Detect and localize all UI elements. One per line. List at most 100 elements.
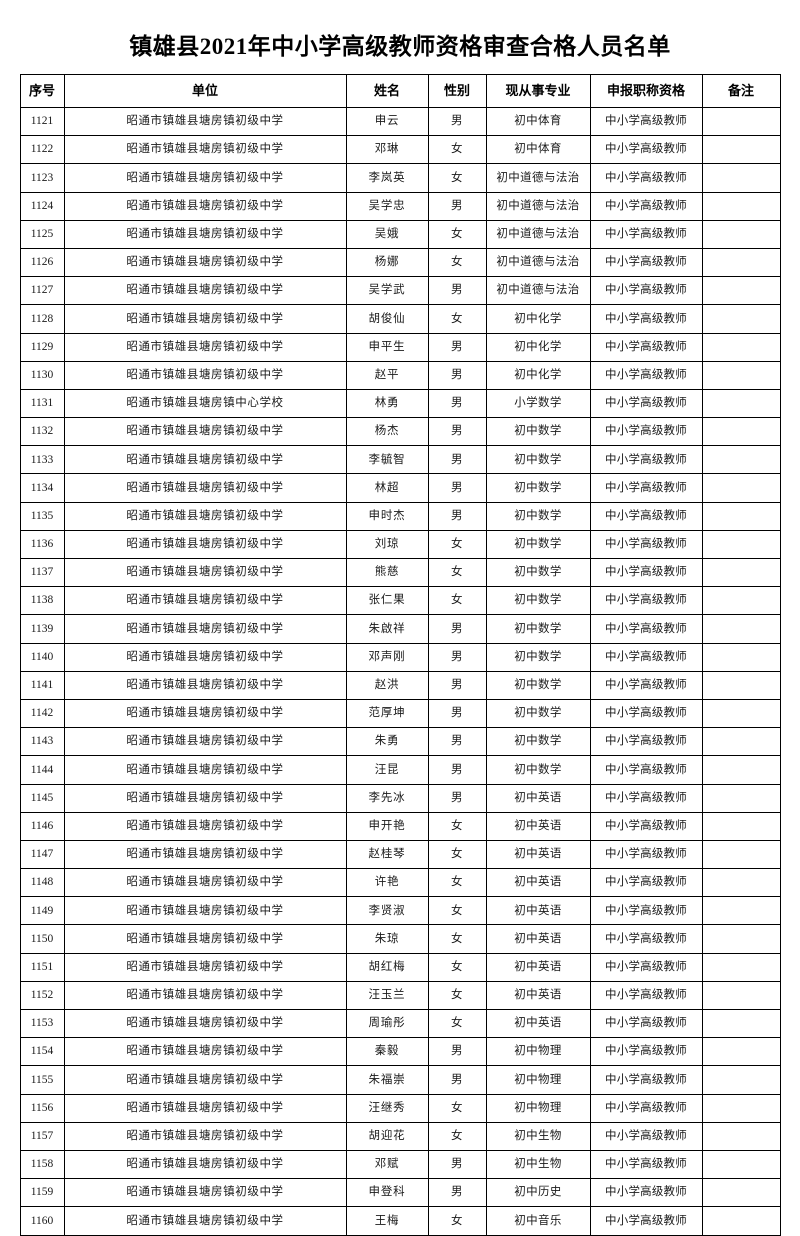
- cell-major: 初中道德与法治: [485, 163, 591, 193]
- cell-seq: 1145: [19, 783, 65, 813]
- table-row: 1147 昭通市镇雄县塘房镇初级中学 赵桂琴女初中英语 中小学高级教师: [19, 839, 781, 870]
- cell-gender: 女: [427, 839, 487, 870]
- cell-major: 初中体育: [485, 135, 591, 165]
- cell-note: [701, 783, 781, 813]
- cell-major: 初中道德与法治: [485, 247, 591, 278]
- cell-note: [701, 952, 781, 982]
- cell-unit: 昭通市镇雄县塘房镇初级中学: [63, 445, 347, 475]
- cell-note: [701, 191, 781, 221]
- cell-seq: 1134: [19, 473, 65, 503]
- cell-seq: 1158: [19, 1149, 65, 1180]
- cell-note: [701, 811, 781, 841]
- cell-title: 中小学高级教师: [589, 614, 703, 644]
- table-row: 1149 昭通市镇雄县塘房镇初级中学 李贤淑女初中英语 中小学高级教师: [19, 896, 781, 926]
- cell-note: [701, 529, 781, 560]
- cell-unit: 昭通市镇雄县塘房镇初级中学: [63, 755, 347, 785]
- cell-seq: 1138: [19, 586, 65, 616]
- cell-unit: 昭通市镇雄县塘房镇初级中学: [63, 135, 347, 165]
- cell-seq: 1160: [19, 1206, 65, 1236]
- cell-note: [701, 727, 781, 757]
- cell-major: 初中数学: [485, 501, 591, 531]
- cell-gender: 男: [427, 360, 487, 390]
- cell-gender: 男: [427, 191, 487, 221]
- cell-name: 赵平: [345, 360, 429, 390]
- cell-unit: 昭通市镇雄县塘房镇初级中学: [63, 473, 347, 503]
- cell-unit: 昭通市镇雄县塘房镇初级中学: [63, 1008, 347, 1039]
- cell-major: 初中英语: [485, 980, 591, 1011]
- cell-note: [701, 614, 781, 644]
- cell-title: 中小学高级教师: [589, 191, 703, 221]
- cell-note: [701, 417, 781, 447]
- cell-major: 初中数学: [485, 614, 591, 644]
- table-row: 1141 昭通市镇雄县塘房镇初级中学 赵洪男初中数学 中小学高级教师: [19, 670, 781, 700]
- cell-name: 邓赋: [345, 1149, 429, 1180]
- cell-unit: 昭通市镇雄县塘房镇初级中学: [63, 868, 347, 898]
- cell-title: 中小学高级教师: [589, 727, 703, 757]
- cell-name: 林勇: [345, 388, 429, 419]
- column-header-note: 备注: [701, 74, 781, 108]
- cell-unit: 昭通市镇雄县塘房镇初级中学: [63, 247, 347, 278]
- cell-title: 中小学高级教师: [589, 896, 703, 926]
- table-row: 1160 昭通市镇雄县塘房镇初级中学 王梅女初中音乐 中小学高级教师: [19, 1206, 781, 1236]
- cell-name: 汪昆: [345, 755, 429, 785]
- cell-unit: 昭通市镇雄县塘房镇初级中学: [63, 727, 347, 757]
- cell-gender: 男: [427, 727, 487, 757]
- cell-gender: 男: [427, 642, 487, 672]
- cell-gender: 男: [427, 276, 487, 306]
- table-row: 1155 昭通市镇雄县塘房镇初级中学 朱福崇男初中物理 中小学高级教师: [19, 1065, 781, 1095]
- cell-title: 中小学高级教师: [589, 219, 703, 249]
- cell-seq: 1142: [19, 698, 65, 729]
- cell-major: 初中生物: [485, 1149, 591, 1180]
- cell-gender: 女: [427, 1121, 487, 1151]
- cell-note: [701, 163, 781, 193]
- cell-major: 初中英语: [485, 868, 591, 898]
- cell-note: [701, 1037, 781, 1067]
- cell-name: 吴学武: [345, 276, 429, 306]
- cell-gender: 男: [427, 1178, 487, 1208]
- cell-title: 中小学高级教师: [589, 135, 703, 165]
- cell-unit: 昭通市镇雄县塘房镇初级中学: [63, 191, 347, 221]
- table-row: 1146 昭通市镇雄县塘房镇初级中学 申开艳女初中英语 中小学高级教师: [19, 811, 781, 841]
- table-row: 1130 昭通市镇雄县塘房镇初级中学 赵平男初中化学 中小学高级教师: [19, 360, 781, 390]
- cell-gender: 男: [427, 417, 487, 447]
- cell-name: 许艳: [345, 868, 429, 898]
- cell-title: 中小学高级教师: [589, 698, 703, 729]
- cell-seq: 1128: [19, 304, 65, 334]
- cell-seq: 1139: [19, 614, 65, 644]
- cell-title: 中小学高级教师: [589, 1008, 703, 1039]
- cell-title: 中小学高级教师: [589, 501, 703, 531]
- cell-major: 初中数学: [485, 727, 591, 757]
- cell-name: 赵桂琴: [345, 839, 429, 870]
- cell-unit: 昭通市镇雄县塘房镇初级中学: [63, 360, 347, 390]
- cell-title: 中小学高级教师: [589, 1206, 703, 1236]
- cell-note: [701, 557, 781, 588]
- cell-name: 申云: [345, 106, 429, 137]
- cell-name: 秦毅: [345, 1037, 429, 1067]
- cell-gender: 男: [427, 106, 487, 137]
- cell-seq: 1155: [19, 1065, 65, 1095]
- table-row: 1133 昭通市镇雄县塘房镇初级中学 李毓智男初中数学 中小学高级教师: [19, 445, 781, 475]
- cell-title: 中小学高级教师: [589, 445, 703, 475]
- cell-major: 初中体育: [485, 106, 591, 137]
- cell-unit: 昭通市镇雄县塘房镇初级中学: [63, 417, 347, 447]
- cell-major: 初中音乐: [485, 1206, 591, 1236]
- table-row: 1151 昭通市镇雄县塘房镇初级中学 胡红梅女初中英语 中小学高级教师: [19, 952, 781, 982]
- cell-gender: 女: [427, 247, 487, 278]
- cell-title: 中小学高级教师: [589, 586, 703, 616]
- cell-gender: 男: [427, 445, 487, 475]
- cell-gender: 女: [427, 586, 487, 616]
- table-row: 1128 昭通市镇雄县塘房镇初级中学 胡俊仙女初中化学 中小学高级教师: [19, 304, 781, 334]
- cell-major: 初中数学: [485, 445, 591, 475]
- cell-note: [701, 1093, 781, 1123]
- table-body: 1121 昭通市镇雄县塘房镇初级中学 申云男初中体育 中小学高级教师 1122 昭通市镇雄…: [19, 106, 781, 1236]
- cell-title: 中小学高级教师: [589, 106, 703, 137]
- cell-note: [701, 1206, 781, 1236]
- cell-seq: 1157: [19, 1121, 65, 1151]
- cell-name: 胡红梅: [345, 952, 429, 982]
- cell-unit: 昭通市镇雄县塘房镇初级中学: [63, 839, 347, 870]
- cell-title: 中小学高级教师: [589, 811, 703, 841]
- cell-name: 申平生: [345, 332, 429, 362]
- cell-gender: 男: [427, 783, 487, 813]
- cell-gender: 女: [427, 557, 487, 588]
- cell-seq: 1150: [19, 924, 65, 954]
